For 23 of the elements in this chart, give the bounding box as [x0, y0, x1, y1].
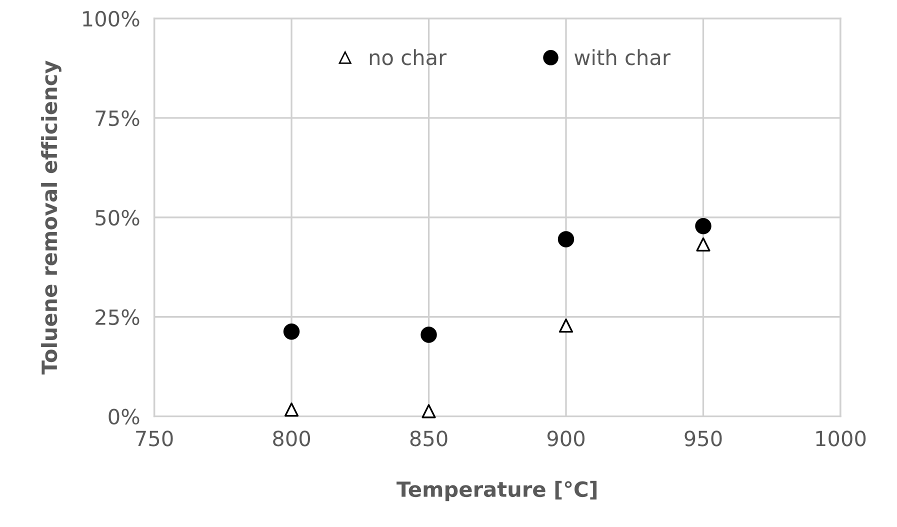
point: [283, 323, 300, 340]
point: [696, 237, 710, 252]
x-tick-label: 800: [273, 430, 310, 446]
point: [422, 404, 436, 418]
legend-label: no char: [370, 49, 447, 66]
point: [558, 318, 574, 333]
y-tick-label: 0%: [108, 408, 140, 425]
x-tick-label: 1000: [816, 430, 866, 446]
y-tick-label: 75%: [96, 110, 140, 126]
y-axis-title: Toluene removal efficiency: [41, 60, 62, 374]
x-axis-title: Temperature [°C]: [396, 480, 597, 502]
x-tick-label: 750: [136, 430, 173, 446]
y-tick-label: 50%: [96, 210, 140, 226]
x-tick-label: 850: [410, 430, 448, 446]
y-tick-label: 100%: [83, 10, 140, 27]
point: [558, 231, 574, 248]
point: [695, 218, 712, 234]
point: [420, 326, 437, 343]
x-tick-label: 950: [684, 430, 722, 446]
x-tick-label: 900: [547, 430, 585, 446]
legend-label: with char: [574, 49, 670, 66]
y-tick-label: 25%: [96, 309, 140, 326]
point: [284, 402, 299, 417]
